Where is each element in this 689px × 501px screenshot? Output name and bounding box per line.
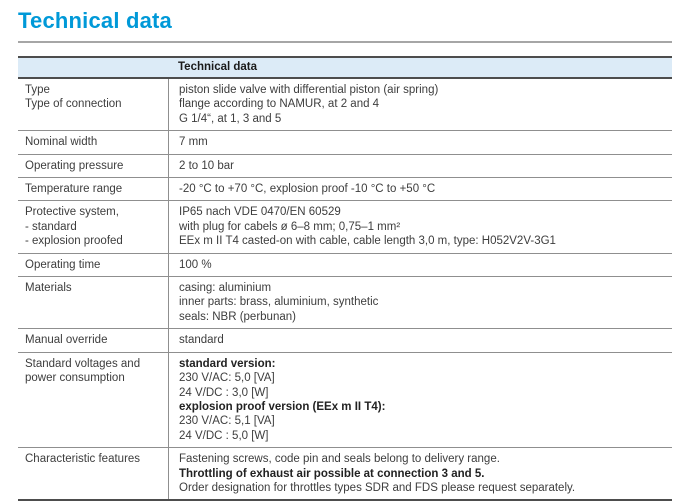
row-value-line: Throttling of exhaust air possible at co… xyxy=(179,467,485,480)
row-value-line: 24 V/DC : 5,0 [W] xyxy=(179,429,269,442)
row-label-line: Manual override xyxy=(25,334,108,347)
table-header-row: Technical data xyxy=(18,56,672,79)
row-label-line: Materials xyxy=(25,282,72,295)
row-label-line: Characteristic features xyxy=(25,453,141,466)
row-label-line: Protective system, xyxy=(25,206,119,219)
row-value-line: piston slide valve with differential pis… xyxy=(179,84,439,96)
row-value-line: 7 mm xyxy=(179,136,208,149)
row-value-cell: -20 °C to +70 °C, explosion proof -10 °C… xyxy=(168,178,672,201)
row-value-line: Order designation for throttles types SD… xyxy=(179,481,576,494)
row-value-line: -20 °C to +70 °C, explosion proof -10 °C… xyxy=(179,183,436,196)
row-value-line: EEx m II T4 casted-on with cable, cable … xyxy=(179,235,556,248)
row-value-cell: 100 % xyxy=(168,253,672,277)
row-value-line: inner parts: brass, aluminium, synthetic xyxy=(179,296,379,309)
table-row: Operating pressure 2 to 10 bar xyxy=(18,153,672,178)
row-value-line: Fastening screws, code pin and seals bel… xyxy=(179,453,500,466)
row-label-cell: Operating time xyxy=(18,254,168,276)
row-label-line: Standard voltages and xyxy=(25,357,141,370)
row-value-line: G 1/4“, at 1, 3 and 5 xyxy=(179,112,282,125)
row-value-line: 24 V/DC : 3,0 [W] xyxy=(179,386,269,399)
row-value-line: 230 V/AC: 5,1 [VA] xyxy=(179,415,275,428)
row-value-cell: casing: aluminium inner parts: brass, alu… xyxy=(168,277,672,329)
row-value-cell: standard version: 230 V/AC: 5,0 [VA] 24 V/… xyxy=(168,352,672,448)
table-row: Nominal width 7 mm xyxy=(18,130,672,154)
title-divider xyxy=(18,41,672,43)
table-row: Operating time 100 % xyxy=(18,252,672,277)
table-row: Temperature range -20 °C to +70 °C, explo… xyxy=(18,177,672,201)
row-label-cell: Nominal width xyxy=(18,131,168,153)
row-label-line: Operating time xyxy=(25,258,101,271)
table-body: Type Type of connection piston slide valve… xyxy=(18,79,672,500)
row-value-line: 230 V/AC: 5,0 [VA] xyxy=(179,372,275,385)
table-row: Standard voltages and power consumption st… xyxy=(18,351,672,448)
row-label-line: Operating pressure xyxy=(25,159,124,172)
row-value-line: IP65 nach VDE 0470/EN 60529 xyxy=(179,206,341,219)
row-label-line: - standard xyxy=(25,220,77,233)
table-row: Protective system, - standard - explosion … xyxy=(18,200,672,253)
technical-data-table: Technical data Type Type of connection pis… xyxy=(18,56,672,501)
row-value-cell: Fastening screws, code pin and seals bel… xyxy=(168,448,672,500)
row-value-cell: 7 mm xyxy=(168,131,672,154)
row-value-line: standard xyxy=(179,334,224,347)
row-value-line: standard version: xyxy=(179,357,276,370)
row-value-line: explosion proof version (EEx m II T4): xyxy=(179,400,386,413)
page-title: Technical data xyxy=(18,8,172,33)
row-label-cell: Protective system, - standard - explosion … xyxy=(18,201,168,252)
row-value-line: flange according to NAMUR, at 2 and 4 xyxy=(179,98,380,111)
row-label-cell: Standard voltages and power consumption xyxy=(18,353,168,447)
row-label-line: power consumption xyxy=(25,372,125,385)
row-label-cell: Operating pressure xyxy=(18,155,168,177)
row-label-cell: Materials xyxy=(18,277,168,328)
row-label-cell: Manual override xyxy=(18,329,168,351)
row-value-line: with plug for cabels ø 6–8 mm; 0,75–1 mm… xyxy=(179,220,401,233)
row-label-line: Nominal width xyxy=(25,136,98,149)
row-value-cell: 2 to 10 bar xyxy=(168,154,672,178)
row-label-line: Type of connection xyxy=(25,98,122,111)
row-label-line: Type xyxy=(25,84,50,96)
row-value-line: 2 to 10 bar xyxy=(179,159,234,172)
table-header-label: Technical data xyxy=(178,61,258,73)
row-label-line: - explosion proofed xyxy=(25,235,123,248)
row-label-cell: Type Type of connection xyxy=(18,79,168,130)
row-value-cell: IP65 nach VDE 0470/EN 60529 with plug for… xyxy=(168,201,672,253)
row-value-cell: piston slide valve with differential pis… xyxy=(168,79,672,131)
row-value-cell: standard xyxy=(168,329,672,352)
table-row: Manual override standard xyxy=(18,328,672,352)
row-value-line: casing: aluminium xyxy=(179,282,272,295)
row-label-cell: Temperature range xyxy=(18,178,168,200)
row-value-line: seals: NBR (perbunan) xyxy=(179,310,296,323)
row-label-line: Temperature range xyxy=(25,183,123,196)
table-row: Type Type of connection piston slide valve… xyxy=(18,79,672,131)
table-row: Characteristic features Fastening screws,… xyxy=(18,447,672,500)
row-label-cell: Characteristic features xyxy=(18,448,168,499)
table-row: Materials casing: aluminium inner parts: b… xyxy=(18,276,672,329)
row-value-line: 100 % xyxy=(179,258,212,271)
